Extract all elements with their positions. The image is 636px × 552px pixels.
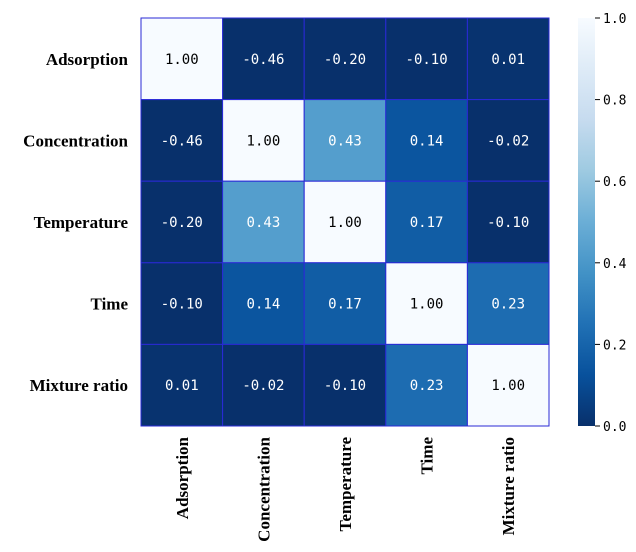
row-label: Adsorption (46, 50, 129, 69)
heatmap-cell (385, 262, 468, 345)
heatmap-cell (303, 180, 387, 264)
cell-value-label: 1.00 (491, 378, 525, 394)
heatmap-cell (140, 17, 224, 101)
cell-value-label: 0.01 (491, 52, 525, 68)
column-label: Adsorption (173, 436, 192, 519)
cell-value-label: 0.43 (247, 215, 281, 231)
cell-value-label: 0.43 (328, 133, 362, 149)
heatmap-cell (303, 343, 387, 427)
heatmap-cell (303, 17, 387, 101)
heatmap-cell (222, 343, 305, 427)
cell-value-label: 0.23 (410, 378, 444, 394)
heatmap-cell (466, 99, 550, 182)
cell-value-label: 0.17 (328, 297, 362, 313)
colorbar-tick-label: 0.4 (603, 257, 627, 272)
cell-value-label: -0.02 (487, 133, 529, 149)
column-labels: Adsorption Concentration Temperature Time Mi… (173, 436, 518, 541)
row-labels: Adsorption Concentration Temperature Time Mi… (23, 50, 128, 395)
heatmap-cell (222, 17, 305, 101)
heatmap-cell (222, 180, 305, 264)
colorbar-tick-label: 0.0 (603, 420, 626, 435)
cell-value-label: 1.00 (165, 52, 199, 68)
row-label: Temperature (34, 213, 129, 232)
cell-value-label: -0.10 (324, 378, 366, 394)
colorbar-tick-label: 0.8 (603, 94, 626, 109)
heatmap-cell (140, 99, 224, 182)
colorbar-gradient (578, 18, 595, 426)
heatmap-cell (466, 180, 550, 264)
cell-value-label: 1.00 (247, 133, 281, 149)
heatmap-cell (466, 17, 550, 101)
heatmap-cell (303, 99, 387, 182)
column-label: Time (418, 437, 437, 475)
row-label: Time (91, 295, 129, 314)
row-label: Concentration (23, 131, 128, 150)
heatmap-cell (385, 17, 468, 101)
cell-value-label: 0.23 (491, 297, 525, 313)
colorbar-ticks: 0.0 0.2 0.4 0.6 0.8 1.0 (595, 12, 627, 435)
cell-value-label: 1.00 (410, 297, 444, 313)
cell-value-label: -0.46 (242, 52, 284, 68)
cell-value-label: -0.02 (242, 378, 284, 394)
cell-value-label: -0.46 (161, 133, 203, 149)
cell-value-label: -0.10 (406, 52, 448, 68)
cell-value-label: 0.14 (410, 133, 444, 149)
cell-value-label: -0.20 (161, 215, 203, 231)
heatmap-cell (222, 262, 305, 345)
cell-value-label: 1.00 (328, 215, 362, 231)
cell-value-label: 0.17 (410, 215, 444, 231)
cell-value-label: -0.10 (487, 215, 529, 231)
cell-value-label: 0.01 (165, 378, 199, 394)
column-label: Mixture ratio (499, 437, 518, 535)
heatmap-cell (466, 262, 550, 345)
heatmap-cells: 1.00 -0.46 -0.20 -0.10 0.01 -0.46 1.00 0.43 0.14… (140, 17, 550, 427)
colorbar-tick-label: 0.2 (603, 338, 626, 353)
column-label: Temperature (336, 437, 355, 532)
colorbar: 0.0 0.2 0.4 0.6 0.8 1.0 (578, 12, 627, 435)
heatmap-cell (466, 343, 550, 427)
colorbar-tick-label: 1.0 (603, 12, 626, 27)
column-label: Concentration (254, 436, 273, 541)
colorbar-tick-label: 0.6 (603, 175, 626, 190)
heatmap-cell (140, 343, 224, 427)
heatmap-cell (385, 180, 468, 264)
heatmap-cell (303, 262, 387, 345)
cell-value-label: -0.20 (324, 52, 366, 68)
heatmap-cell (140, 262, 224, 345)
cell-value-label: -0.10 (161, 297, 203, 313)
cell-value-label: 0.14 (247, 297, 281, 313)
row-label: Mixture ratio (30, 376, 128, 395)
